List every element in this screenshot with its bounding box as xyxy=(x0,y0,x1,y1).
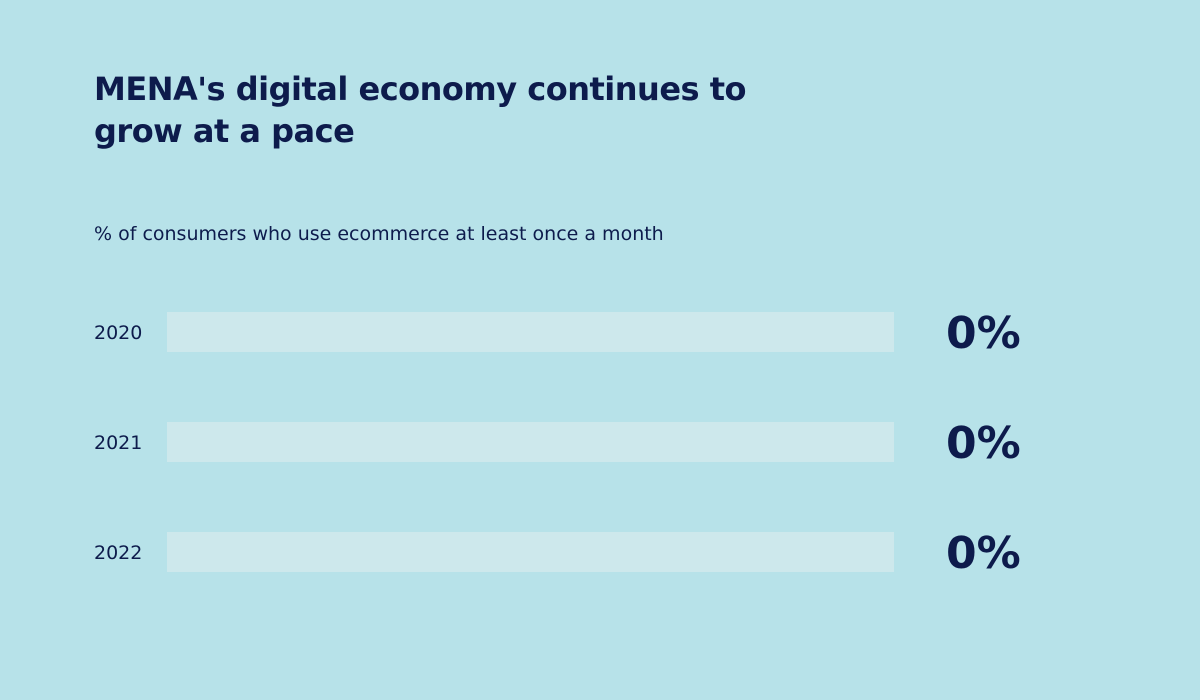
value-label-2020: 0% xyxy=(946,308,1021,359)
bar-track-2020 xyxy=(167,312,894,352)
value-label-2022: 0% xyxy=(946,528,1021,579)
bar-track-2022 xyxy=(167,532,894,572)
chart-title: MENA's digital economy continues to grow… xyxy=(94,70,746,150)
chart-subtitle: % of consumers who use ecommerce at leas… xyxy=(94,223,664,245)
bar-track-2021 xyxy=(167,422,894,462)
category-label-2020: 2020 xyxy=(94,322,142,344)
category-label-2022: 2022 xyxy=(94,542,142,564)
category-label-2021: 2021 xyxy=(94,432,142,454)
value-label-2021: 0% xyxy=(946,418,1021,469)
